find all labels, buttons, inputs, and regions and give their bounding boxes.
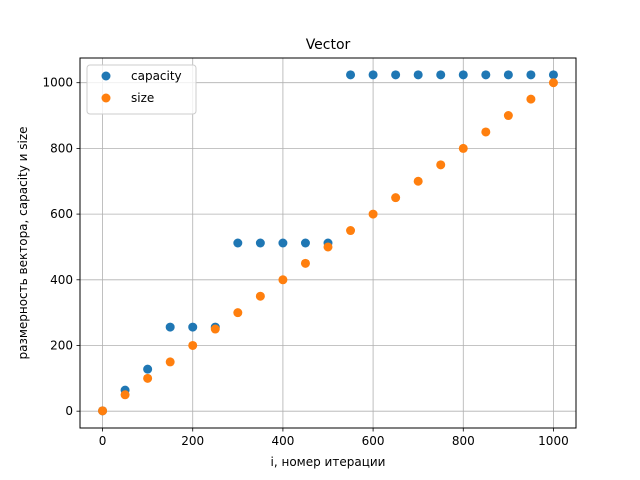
- legend-marker-capacity: [101, 71, 111, 81]
- x-axis-label: i, номер итерации: [271, 455, 386, 469]
- data-point-capacity: [346, 70, 356, 80]
- data-point-size: [300, 258, 310, 268]
- data-point-size: [188, 340, 198, 350]
- x-tick-label: 200: [181, 434, 204, 448]
- data-point-size: [503, 111, 513, 121]
- y-tick-label: 200: [50, 338, 73, 352]
- data-point-size: [143, 373, 153, 383]
- data-point-capacity: [413, 70, 423, 80]
- y-tick-label: 0: [65, 404, 73, 418]
- data-point-capacity: [548, 70, 558, 80]
- y-tick-label: 600: [50, 207, 73, 221]
- data-point-size: [233, 308, 243, 318]
- data-point-capacity: [503, 70, 513, 80]
- data-point-size: [210, 324, 220, 334]
- legend-label-size: size: [131, 91, 154, 105]
- legend: capacity size: [86, 64, 197, 115]
- y-axis-label: размерность вектора, capacity и size: [16, 126, 30, 359]
- data-point-capacity: [458, 70, 468, 80]
- data-point-size: [346, 226, 356, 236]
- data-point-capacity: [481, 70, 491, 80]
- data-point-size: [526, 94, 536, 104]
- data-point-capacity: [143, 364, 153, 374]
- data-point-size: [368, 209, 378, 219]
- data-point-size: [413, 176, 423, 186]
- data-point-capacity: [391, 70, 401, 80]
- data-point-capacity: [165, 322, 175, 332]
- data-point-capacity: [300, 238, 310, 248]
- data-point-capacity: [436, 70, 446, 80]
- x-tick-label: 0: [99, 434, 107, 448]
- axis-ticks: 0 200 400 600 800 1000 0 200 400 600 800 1000: [42, 76, 568, 448]
- y-tick-label: 1000: [42, 76, 73, 90]
- data-point-size: [548, 78, 558, 88]
- data-point-capacity: [255, 238, 265, 248]
- legend-label-capacity: capacity: [131, 69, 182, 83]
- data-point-size: [458, 143, 468, 153]
- x-tick-label: 400: [271, 434, 294, 448]
- data-point-size: [391, 193, 401, 203]
- data-point-capacity: [368, 70, 378, 80]
- data-point-capacity: [233, 238, 243, 248]
- data-point-capacity: [526, 70, 536, 80]
- y-tick-label: 400: [50, 273, 73, 287]
- x-tick-label: 800: [452, 434, 475, 448]
- data-point-size: [98, 406, 108, 416]
- data-point-capacity: [188, 322, 198, 332]
- data-point-capacity: [278, 238, 288, 248]
- data-point-size: [120, 390, 130, 400]
- data-point-size: [255, 291, 265, 301]
- data-point-size: [323, 242, 333, 252]
- chart-title: Vector: [306, 37, 351, 53]
- data-point-size: [165, 357, 175, 367]
- data-point-size: [481, 127, 491, 137]
- x-tick-label: 600: [362, 434, 385, 448]
- plot-frame: [79, 57, 577, 429]
- x-tick-label: 1000: [538, 434, 569, 448]
- data-point-size: [436, 160, 446, 170]
- data-points: [98, 70, 558, 416]
- y-tick-label: 800: [50, 141, 73, 155]
- data-point-size: [278, 275, 288, 285]
- legend-box: [86, 64, 197, 115]
- legend-marker-size: [101, 93, 111, 103]
